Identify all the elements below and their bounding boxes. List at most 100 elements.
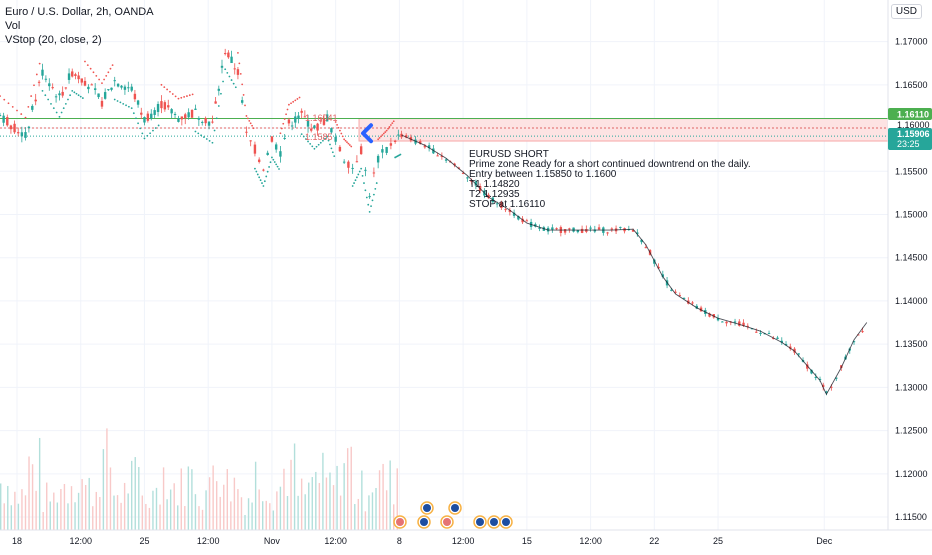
projected-candle-body bbox=[580, 228, 584, 233]
vstop-dot bbox=[73, 91, 76, 94]
projection-path[interactable] bbox=[400, 130, 868, 396]
volume-bar bbox=[42, 512, 44, 530]
candle-body bbox=[204, 118, 207, 124]
projected-candle-body bbox=[466, 177, 469, 179]
projected-candle-body bbox=[563, 229, 567, 233]
vstop-dot bbox=[41, 89, 44, 92]
projected-candle-body bbox=[525, 220, 529, 222]
volume-bar bbox=[346, 448, 349, 530]
candle-body bbox=[223, 53, 227, 55]
price-tick-label: 1.16500 bbox=[895, 80, 928, 90]
vstop-dot bbox=[215, 117, 218, 120]
projected-candle-body bbox=[661, 274, 665, 277]
vstop-dot bbox=[340, 132, 343, 135]
vstop-dot bbox=[237, 51, 239, 54]
vstop-dot bbox=[371, 199, 374, 202]
entry-zone[interactable] bbox=[0, 118, 889, 144]
projected-candle-body bbox=[806, 364, 809, 369]
volume-bar bbox=[3, 503, 5, 530]
stop-price-tag-label: 1.16110 bbox=[897, 110, 929, 120]
vstop-dot bbox=[208, 139, 211, 142]
vstop-dot bbox=[230, 79, 233, 81]
projected-candle-body bbox=[404, 135, 408, 138]
time-axis[interactable]: 18 12:00 25 12:00 Nov 12:00 8 12:00 15 12:00 22 25 D… bbox=[0, 529, 932, 546]
volume-bar bbox=[46, 482, 48, 530]
candle-body bbox=[140, 112, 143, 115]
vstop-dot bbox=[238, 62, 241, 65]
projected-candle-body bbox=[708, 313, 711, 317]
price-axis-bg bbox=[888, 0, 932, 530]
candle-body bbox=[214, 101, 217, 104]
volume-bar bbox=[230, 501, 232, 530]
projected-candle-body bbox=[487, 194, 490, 199]
eu-flag-icon bbox=[423, 504, 431, 512]
volume-bar bbox=[92, 506, 94, 530]
vstop-dot bbox=[58, 115, 61, 118]
candle-body bbox=[80, 78, 83, 83]
projected-candle-body bbox=[780, 340, 783, 343]
symbol-title[interactable]: Euro / U.S. Dollar, 2h, OANDA bbox=[5, 6, 154, 18]
vstop-dot bbox=[127, 105, 130, 108]
trade-annotation[interactable]: EURUSD SHORT Prime zone Ready for a shor… bbox=[305, 113, 751, 210]
projected-candle-body bbox=[716, 318, 720, 321]
vstop-dot bbox=[358, 170, 361, 173]
projected-candle-body bbox=[746, 325, 749, 327]
price-tick-label: 1.15000 bbox=[895, 209, 928, 219]
vstop-dot bbox=[319, 141, 322, 144]
vstop-dot bbox=[245, 115, 248, 117]
vstop-dot bbox=[324, 137, 326, 140]
eu-flag-icon bbox=[476, 518, 484, 526]
currency-badge[interactable]: USD bbox=[890, 4, 922, 19]
vstop-dot bbox=[286, 108, 289, 111]
annotation-line-4: T2 1.12935 bbox=[469, 189, 520, 200]
volume-bar bbox=[350, 446, 352, 530]
volume-bar bbox=[134, 457, 136, 530]
candle-body bbox=[90, 84, 93, 86]
volume-bar bbox=[233, 477, 236, 530]
vstop-dot bbox=[333, 155, 336, 158]
vstop-dot bbox=[166, 88, 169, 91]
vstop-dot bbox=[389, 124, 392, 126]
current-price-tag bbox=[888, 128, 932, 150]
vstop-dot bbox=[79, 95, 82, 98]
vstop-dot bbox=[75, 92, 78, 95]
volume-bar bbox=[396, 468, 398, 530]
candle-body bbox=[83, 80, 87, 86]
candle-body bbox=[279, 151, 282, 157]
projection-line bbox=[401, 134, 868, 396]
projected-candle-body bbox=[784, 343, 788, 346]
vstop-dot bbox=[341, 135, 344, 138]
candle-body bbox=[103, 92, 107, 99]
vstop-dot bbox=[296, 98, 299, 100]
vstop-dot bbox=[378, 136, 381, 139]
annotation-line-2: Entry between 1.15850 to 1.1600 bbox=[469, 169, 617, 180]
volume-bar bbox=[194, 494, 197, 530]
candle-body bbox=[381, 149, 384, 153]
vstop-dot bbox=[228, 75, 231, 78]
time-tick-label: 22 bbox=[649, 536, 659, 546]
volume-bar bbox=[67, 503, 69, 530]
economic-events[interactable] bbox=[393, 501, 513, 529]
candle-body bbox=[313, 125, 316, 129]
volume-study-label[interactable]: Vol bbox=[5, 20, 21, 32]
projected-candle-body bbox=[495, 203, 499, 205]
candle-body bbox=[306, 121, 310, 127]
projected-candle-body bbox=[825, 391, 828, 393]
projected-candle-body bbox=[857, 334, 860, 336]
volume-bar bbox=[361, 470, 363, 530]
vstop-dot bbox=[60, 111, 63, 114]
vstop-dot bbox=[107, 71, 110, 74]
vstop-dot bbox=[24, 116, 27, 119]
vstop-dot bbox=[16, 109, 18, 112]
vstop-dot bbox=[375, 182, 378, 184]
candle-body bbox=[338, 146, 342, 152]
vstop-study-label[interactable]: VStop (20, close, 2) bbox=[5, 34, 102, 46]
vstop-dot bbox=[294, 99, 297, 102]
price-axis[interactable]: 1.17000 1.16500 1.16000 1.15500 1.15000 1.145… bbox=[887, 0, 932, 530]
vstop-dot bbox=[364, 189, 367, 192]
vstop-dot bbox=[152, 129, 154, 132]
volume-bar bbox=[99, 496, 101, 530]
candle-body bbox=[385, 147, 388, 153]
